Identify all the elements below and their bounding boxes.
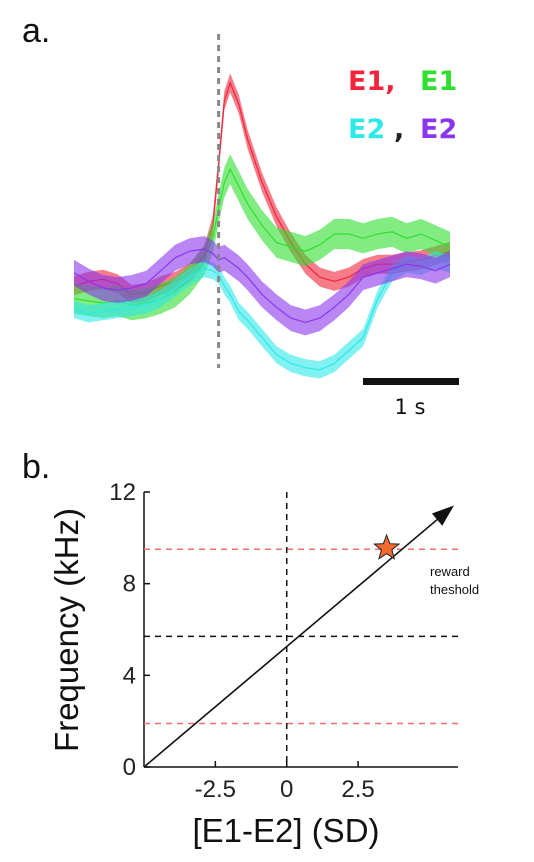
trace-mean-4 [73,248,451,324]
x-axis-title: [E1-E2] (SD) [192,812,379,849]
legend-entry-e2-cyan: E2 [348,114,385,145]
mapping-line [143,507,452,768]
y-tick-label: 8 [123,571,136,598]
y-tick-label: 4 [123,662,136,689]
reward-star-marker [372,533,401,560]
trace-band-1 [74,73,450,304]
time-scale-bar [363,378,459,385]
trace-band-4 [74,236,450,336]
legend-entry-e2-purple: E2 [420,114,457,145]
y-tick-label: 12 [109,479,136,506]
legend-separator: , [394,114,404,145]
arrowhead [431,505,454,526]
panel-a-label: a. [22,12,50,50]
legend-entry-e1-red: E1, [348,66,396,97]
trace-band-3 [74,251,450,379]
x-tick-label: -2.5 [195,776,236,803]
y-tick-label: 0 [123,754,136,781]
panel-a-traces [73,73,451,379]
legend-entry-e1-green: E1 [420,66,457,97]
x-tick-label: 2.5 [341,776,374,803]
panel-b-plot: 0 4 8 12 -2.5 0 2.5 [109,479,458,803]
y-axis-title: Frequency (kHz) [48,508,85,752]
panel-b-label: b. [22,448,50,486]
trace-band-2 [74,154,450,321]
x-tick-label: 0 [280,776,293,803]
time-scale-label: 1 s [395,395,426,419]
reward-threshold-annotation-line1: reward [430,564,470,579]
legend: E1, E1 E2 , E2 [348,66,457,145]
reward-threshold-annotation-line2: theshold [430,582,479,597]
trace-mean-3 [73,259,451,371]
